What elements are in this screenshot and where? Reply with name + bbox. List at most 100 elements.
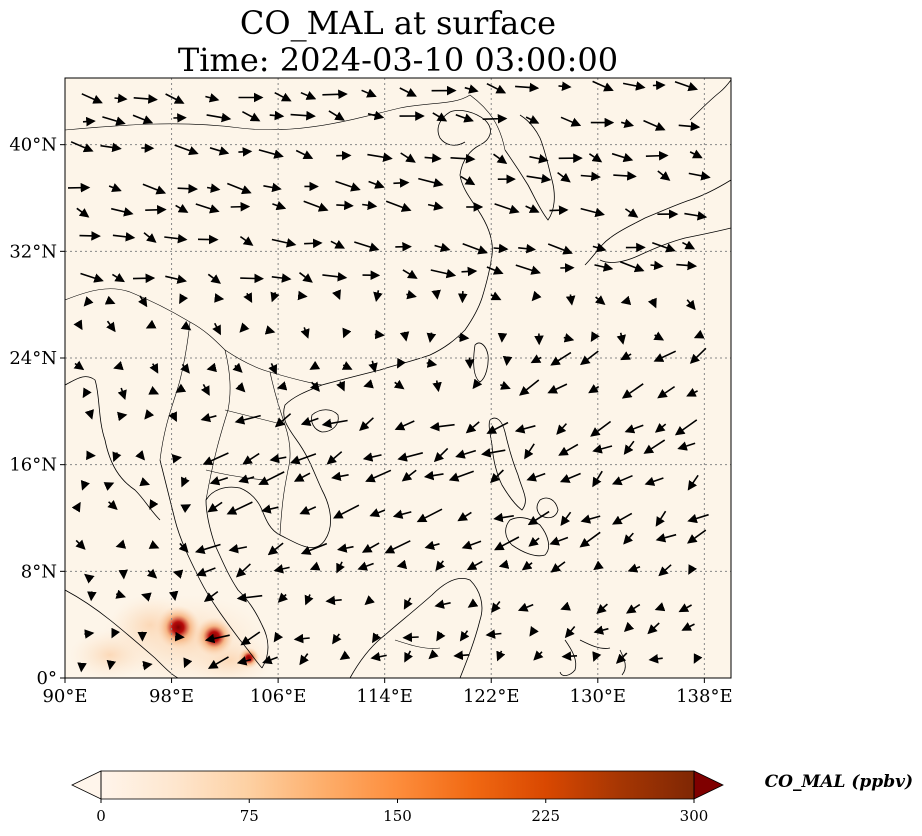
wind-vector — [658, 564, 672, 577]
wind-vector — [457, 291, 468, 304]
wind-vector — [84, 629, 95, 639]
wind-vector — [529, 154, 549, 164]
wind-vector — [491, 601, 501, 613]
wind-vector — [493, 536, 520, 551]
wind-vector — [400, 152, 416, 163]
wind-vector — [365, 469, 392, 483]
wind-vector — [594, 262, 614, 272]
wind-vector — [472, 378, 483, 390]
colorbar-tick-label: 225 — [531, 807, 560, 825]
wind-vector — [180, 363, 190, 374]
wind-vector — [643, 439, 666, 454]
wind-vector — [300, 416, 319, 426]
colorbar-tick-label: 75 — [240, 807, 259, 825]
wind-vector — [621, 383, 644, 399]
wind-vector — [653, 331, 665, 341]
wind-vector — [686, 387, 698, 397]
wind-vector — [207, 656, 229, 669]
wind-vector — [525, 115, 540, 124]
wind-vector — [693, 329, 705, 339]
wind-vector — [531, 290, 542, 302]
wind-vector — [83, 296, 94, 307]
wind-vector — [293, 472, 311, 482]
wind-vector — [650, 260, 664, 271]
wind-vector — [580, 350, 599, 366]
map-title-variable: CO_MAL at surface — [239, 4, 557, 42]
wind-vector — [174, 631, 185, 642]
wind-vector — [289, 453, 317, 465]
wind-vector — [652, 241, 676, 253]
wind-vector — [70, 141, 94, 153]
wind-vector — [519, 379, 540, 396]
wind-vector — [681, 622, 695, 631]
wind-vector — [429, 421, 455, 432]
wind-vector — [82, 387, 92, 399]
wind-vector — [117, 387, 127, 401]
wind-vector — [676, 260, 698, 271]
wind-vector — [325, 595, 342, 606]
wind-vector — [693, 653, 703, 664]
wind-vector — [82, 116, 96, 127]
wind-vector — [674, 419, 698, 436]
wind-vector — [547, 383, 568, 394]
wind-vector — [181, 476, 190, 488]
wind-vector — [525, 204, 540, 213]
wind-vector — [268, 363, 278, 375]
wind-vector — [332, 289, 341, 300]
wind-vector — [299, 272, 313, 283]
wind-vector — [336, 200, 354, 211]
wind-vector — [141, 592, 152, 602]
wind-vector — [615, 652, 628, 664]
wind-vector — [657, 170, 671, 181]
wind-vector — [498, 559, 510, 569]
wind-vector — [368, 179, 385, 189]
wind-vector — [490, 291, 502, 301]
wind-vector — [431, 289, 441, 300]
wind-vector — [435, 560, 446, 572]
wind-vector — [236, 656, 252, 666]
wind-vector — [518, 243, 536, 254]
wind-vector — [674, 81, 699, 92]
wind-vector — [299, 505, 317, 515]
wind-vector — [560, 116, 582, 127]
wind-vector — [565, 294, 576, 306]
wind-vector — [336, 561, 345, 574]
wind-vector — [196, 567, 216, 577]
wind-vector — [290, 110, 316, 121]
wind-vector — [613, 171, 637, 181]
wind-vector — [580, 171, 601, 182]
wind-vector — [359, 417, 374, 431]
colorbar-gradient — [101, 771, 694, 799]
wind-vector — [530, 354, 542, 364]
wind-vector — [580, 514, 601, 524]
wind-vector — [80, 479, 90, 491]
wind-vector — [335, 180, 361, 192]
wind-vector — [75, 539, 86, 550]
wind-vector — [232, 362, 243, 373]
wind-vector — [434, 242, 451, 253]
wind-vector — [655, 510, 667, 527]
wind-vector — [493, 153, 508, 165]
wind-vector — [148, 385, 160, 395]
wind-vector — [500, 380, 511, 390]
hotspot-north-sumatra — [156, 605, 201, 650]
wind-vector — [328, 110, 345, 121]
wind-vector — [374, 329, 385, 340]
wind-vector — [588, 384, 600, 394]
wind-vector — [643, 119, 666, 131]
wind-vector — [238, 147, 253, 157]
wind-vector — [204, 633, 230, 644]
wind-vector — [367, 110, 385, 121]
wind-vector — [558, 443, 579, 456]
wind-vector — [688, 171, 711, 181]
wind-vector — [396, 559, 408, 570]
wind-vector — [460, 175, 476, 186]
wind-vector — [611, 474, 633, 486]
lon-tick-label: 130°E — [570, 686, 627, 707]
wind-vector — [592, 80, 614, 92]
wind-vector — [372, 632, 382, 644]
wind-vector — [115, 589, 127, 599]
wind-vector — [687, 513, 709, 524]
lon-tick-label: 138°E — [676, 686, 733, 707]
